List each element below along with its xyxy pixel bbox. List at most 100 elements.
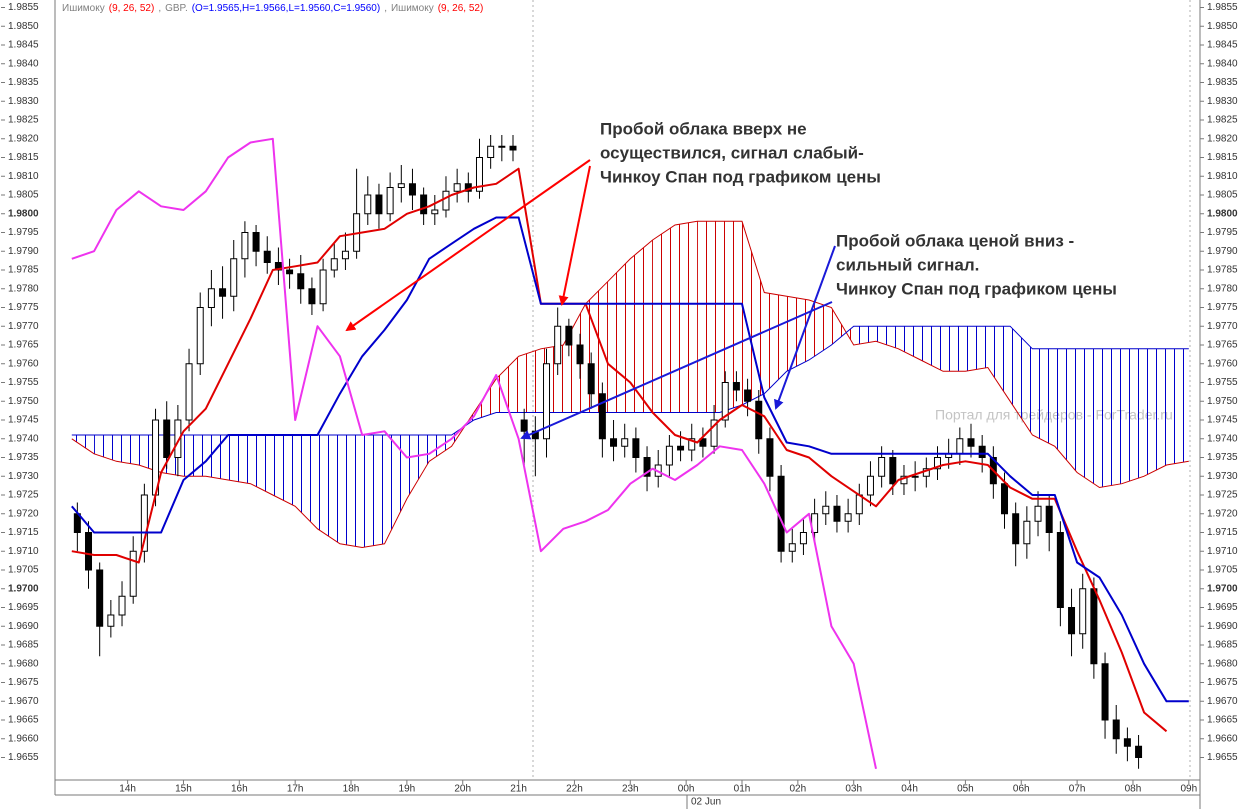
y-tick-label: 1.9710 bbox=[8, 546, 39, 557]
y-tick-label: 1.9655 bbox=[8, 752, 39, 763]
header-item: (O=1.9565,H=1.9566,L=1.9560,C=1.9560) bbox=[192, 3, 380, 14]
candle-body bbox=[196, 307, 204, 365]
y-tick-label: 1.9815 bbox=[8, 152, 39, 163]
candle-body bbox=[1001, 483, 1009, 515]
y-tick-label: 1.9820 bbox=[8, 133, 39, 144]
cloud-segment bbox=[920, 326, 944, 372]
candle-body bbox=[453, 183, 461, 192]
header-item: (9, 26, 52) bbox=[109, 3, 155, 14]
y-tick-label: 1.9785 bbox=[8, 265, 39, 276]
candle-body bbox=[732, 382, 740, 391]
candle-body bbox=[844, 513, 852, 522]
candle-body bbox=[140, 494, 148, 552]
candle-body bbox=[431, 209, 439, 215]
candle-body bbox=[956, 438, 964, 455]
y-tick-label: 1.9695 bbox=[8, 602, 39, 613]
candle-body bbox=[543, 363, 551, 440]
candle-body bbox=[610, 438, 618, 447]
y-tick-label: 1.9825 bbox=[1207, 115, 1238, 126]
candle-body bbox=[889, 457, 897, 485]
candle-body bbox=[85, 532, 93, 571]
y-tick-label: 1.9700 bbox=[1207, 583, 1238, 594]
y-tick-label: 1.9750 bbox=[1207, 396, 1238, 407]
x-tick-label: 01h bbox=[734, 784, 751, 795]
cloud-segment bbox=[228, 435, 251, 484]
candle-body bbox=[833, 505, 841, 522]
candle-body bbox=[408, 183, 416, 196]
y-tick-label: 1.9795 bbox=[8, 227, 39, 238]
candle-body bbox=[643, 457, 651, 477]
candle-body bbox=[1068, 607, 1076, 635]
date-label: 02 Jun bbox=[691, 797, 721, 808]
y-tick-label: 1.9675 bbox=[1207, 677, 1238, 688]
header-item: Ишимоку bbox=[62, 3, 105, 14]
candle-body bbox=[866, 475, 874, 496]
plot-area bbox=[71, 135, 1189, 770]
x-tick-label: 22h bbox=[566, 784, 583, 795]
y-tick-label: 1.9735 bbox=[1207, 452, 1238, 463]
cloud-segment bbox=[764, 292, 787, 394]
x-tick-label: 05h bbox=[957, 784, 974, 795]
cloud-segment bbox=[697, 221, 720, 413]
y-tick-label: 1.9765 bbox=[8, 340, 39, 351]
y-tick-label: 1.9780 bbox=[8, 283, 39, 294]
y-tick-label: 1.9810 bbox=[1207, 171, 1238, 182]
candle-body bbox=[598, 393, 606, 440]
cloud-segment bbox=[205, 435, 229, 480]
annotation-arrow bbox=[345, 159, 591, 332]
cloud-segment bbox=[1010, 326, 1033, 435]
candle-body bbox=[688, 438, 696, 451]
cloud-segment bbox=[1166, 348, 1189, 465]
candle-body bbox=[364, 194, 372, 215]
cloud-segment bbox=[786, 296, 810, 372]
candle-body bbox=[799, 532, 807, 545]
candle-body bbox=[587, 363, 595, 395]
cloud-segment bbox=[943, 326, 966, 372]
y-tick-label: 1.9810 bbox=[8, 171, 39, 182]
header-item: , bbox=[158, 3, 161, 14]
y-tick-label: 1.9830 bbox=[8, 96, 39, 107]
x-tick-label: 02h bbox=[790, 784, 807, 795]
y-tick-label: 1.9840 bbox=[1207, 58, 1238, 69]
cloud-segment bbox=[406, 435, 430, 499]
y-tick-label: 1.9740 bbox=[8, 433, 39, 444]
y-tick-label: 1.9835 bbox=[8, 77, 39, 88]
candle-body bbox=[978, 445, 986, 458]
y-tick-label: 1.9850 bbox=[1207, 21, 1238, 32]
candle-body bbox=[699, 438, 707, 447]
candle-body bbox=[397, 183, 405, 188]
candle-body bbox=[554, 325, 562, 365]
indicator-line bbox=[71, 167, 1168, 733]
candle-body bbox=[375, 194, 383, 215]
header-item: (9, 26, 52) bbox=[438, 3, 484, 14]
x-tick-label: 14h bbox=[119, 784, 136, 795]
candle-body bbox=[1101, 663, 1109, 721]
y-tick-label: 1.9740 bbox=[1207, 433, 1238, 444]
cloud-segment bbox=[473, 378, 497, 420]
y-tick-label: 1.9775 bbox=[8, 302, 39, 313]
candle-body bbox=[230, 258, 238, 297]
cloud-segment bbox=[563, 303, 586, 413]
cloud-segment bbox=[630, 240, 653, 413]
candle-body bbox=[174, 419, 182, 458]
candle-body bbox=[241, 232, 249, 260]
y-tick-label: 1.9700 bbox=[8, 583, 39, 594]
annotation-text: Чинкоу Спан под графиком цены bbox=[836, 279, 1117, 298]
cloud-segment bbox=[742, 221, 765, 405]
cloud-segment bbox=[116, 435, 139, 465]
x-tick-label: 09h bbox=[1180, 784, 1197, 795]
cloud-segment bbox=[987, 326, 1011, 402]
x-tick-label: 16h bbox=[231, 784, 248, 795]
candle-body bbox=[308, 288, 316, 305]
cloud-segment bbox=[250, 435, 273, 495]
cloud-segment bbox=[674, 221, 698, 413]
cloud-segment bbox=[94, 435, 117, 462]
candle-body bbox=[207, 288, 215, 308]
candle-body bbox=[621, 438, 629, 447]
y-tick-label: 1.9785 bbox=[1207, 265, 1238, 276]
cloud-segment bbox=[719, 221, 742, 413]
candle-body bbox=[163, 419, 171, 458]
candle-body bbox=[1056, 532, 1064, 608]
